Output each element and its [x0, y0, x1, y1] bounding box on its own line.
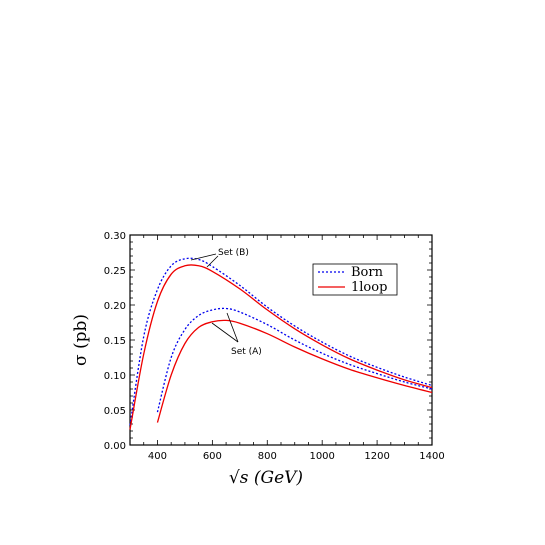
legend: Born 1loop: [312, 263, 398, 296]
set-b-label: Set (B): [218, 248, 249, 258]
legend-label-born: Born: [351, 265, 384, 280]
set-b-pointer-1loop: [206, 255, 219, 268]
y-tick-label: 0.00: [104, 441, 126, 452]
annotation-set-b: Set (B): [190, 248, 249, 268]
x-tick-label: 1400: [419, 451, 444, 462]
y-axis-title: σ (pb): [71, 314, 91, 366]
set-a-pointer-1loop: [211, 322, 239, 343]
legend-label-1loop: 1loop: [351, 280, 387, 295]
set-a-label: Set (A): [231, 347, 262, 357]
series-line-1loop-seta: [156, 319, 433, 423]
series-line-1loop-setb: [129, 264, 433, 430]
annotation-set-a: Set (A): [211, 312, 262, 357]
y-tick-label: 0.10: [104, 371, 126, 382]
series-layer: [129, 257, 433, 430]
y-tick-label: 0.15: [104, 336, 126, 347]
y-tick-label: 0.30: [104, 231, 126, 242]
x-tick-label: 1200: [364, 451, 389, 462]
x-axis-title: √s (GeV): [229, 468, 303, 488]
y-tick-label: 0.05: [104, 406, 126, 417]
set-a-pointer-born: [226, 312, 239, 343]
series-line-born-setb: [129, 257, 433, 426]
y-tick-label: 0.25: [104, 266, 126, 277]
tick-labels: 400 600 800 1000 1200 1400 0.00 0.05 0.10 0.15 0.2…: [104, 231, 445, 462]
x-tick-label: 1000: [309, 451, 334, 462]
x-tick-label: 800: [258, 451, 277, 462]
series-line-born-seta: [156, 307, 433, 413]
set-b-pointer-born: [190, 253, 217, 261]
plot-frame: [129, 234, 433, 446]
y-tick-label: 0.20: [104, 301, 126, 312]
legend-box: [312, 263, 398, 296]
x-tick-label: 600: [203, 451, 222, 462]
x-tick-label: 400: [148, 451, 167, 462]
